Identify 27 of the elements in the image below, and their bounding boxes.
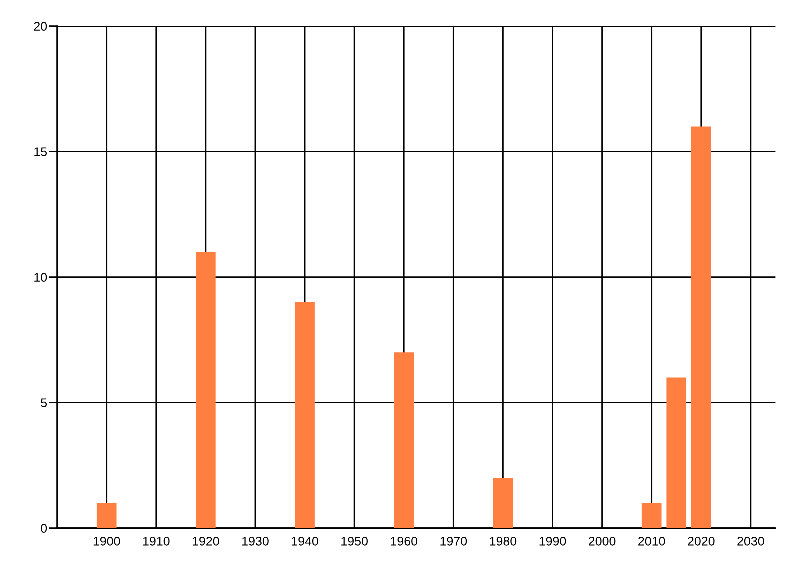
x-tick-label: 1940 xyxy=(292,536,318,546)
x-tick-label: 2000 xyxy=(589,536,616,546)
x-tick-label: 1920 xyxy=(192,536,220,546)
x-tick-label: 1970 xyxy=(440,536,468,546)
bar xyxy=(691,126,712,528)
bar xyxy=(642,503,662,528)
x-tick-label: 1990 xyxy=(540,536,566,546)
y-tick-label: 5 xyxy=(41,398,48,408)
y-tick-label: 15 xyxy=(34,148,48,156)
bar xyxy=(493,478,514,528)
x-tick-label: 1900 xyxy=(94,536,120,546)
x-tick-label: 2010 xyxy=(638,536,666,546)
x-tick-label: 1910 xyxy=(143,536,170,546)
bar xyxy=(196,252,216,528)
y-tick-label: 10 xyxy=(34,273,48,282)
x-tick-label: 1980 xyxy=(490,536,517,546)
y-tick-label: 0 xyxy=(41,524,48,533)
x-tick-label: 2030 xyxy=(738,536,764,546)
x-tick-label: 1960 xyxy=(391,536,418,546)
x-tick-label: 2020 xyxy=(688,536,715,546)
bar xyxy=(96,503,117,528)
x-tick-label: 1950 xyxy=(342,536,368,546)
bar xyxy=(295,302,315,528)
y-tick-label: 20 xyxy=(34,22,48,31)
bar xyxy=(666,378,687,528)
bar xyxy=(394,352,414,528)
x-tick-label: 1930 xyxy=(242,536,269,546)
